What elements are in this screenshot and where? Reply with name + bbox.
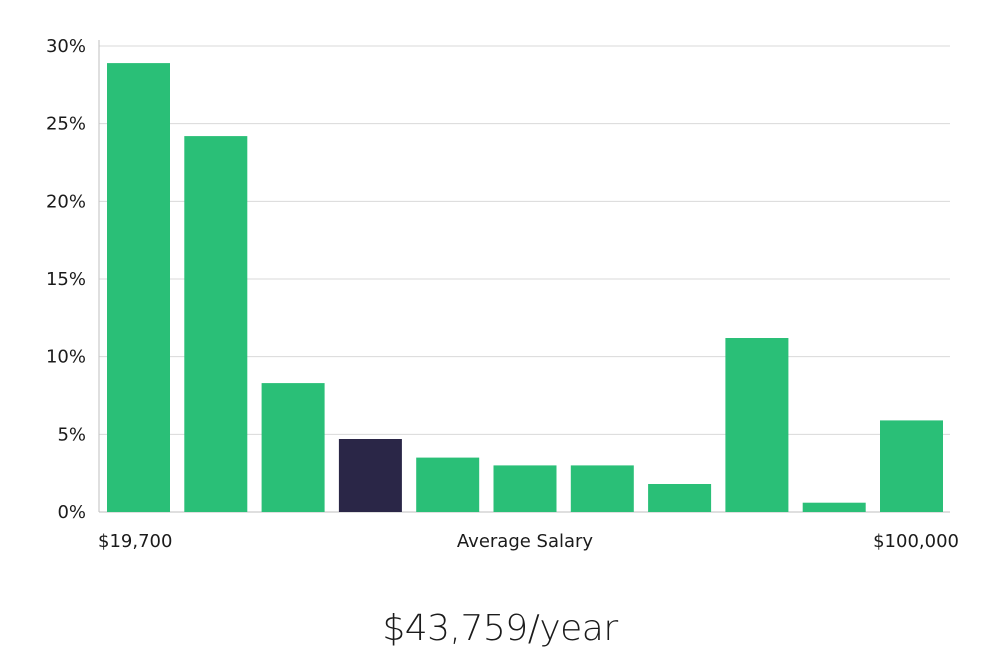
y-axis-ticks: 0% 5% 10% 15% 20% 25% 30% [46, 36, 86, 523]
bar [802, 502, 866, 512]
y-tick-label: 30% [46, 36, 86, 57]
bar [648, 484, 712, 512]
bar [261, 383, 325, 512]
bars [107, 63, 943, 512]
x-max-label: $100,000 [873, 531, 959, 552]
x-axis-title: Average Salary [457, 531, 594, 552]
y-tick-label: 5% [57, 424, 86, 445]
bar [107, 63, 170, 512]
y-tick-label: 10% [46, 347, 86, 368]
bar [725, 338, 789, 512]
y-tick-label: 20% [46, 191, 86, 212]
y-tick-label: 0% [57, 502, 86, 523]
average-salary-value: $43,759/year [382, 608, 618, 649]
y-tick-label: 25% [46, 114, 86, 135]
bar [416, 457, 480, 512]
y-tick-label: 15% [46, 269, 86, 290]
bar-highlighted [338, 439, 402, 512]
x-min-label: $19,700 [98, 531, 172, 552]
salary-histogram: 0% 5% 10% 15% 20% 25% 30% $19,700 Average Sala… [46, 36, 959, 552]
bar [184, 136, 248, 512]
bar [880, 420, 943, 512]
bar [570, 465, 634, 512]
bar [493, 465, 557, 512]
